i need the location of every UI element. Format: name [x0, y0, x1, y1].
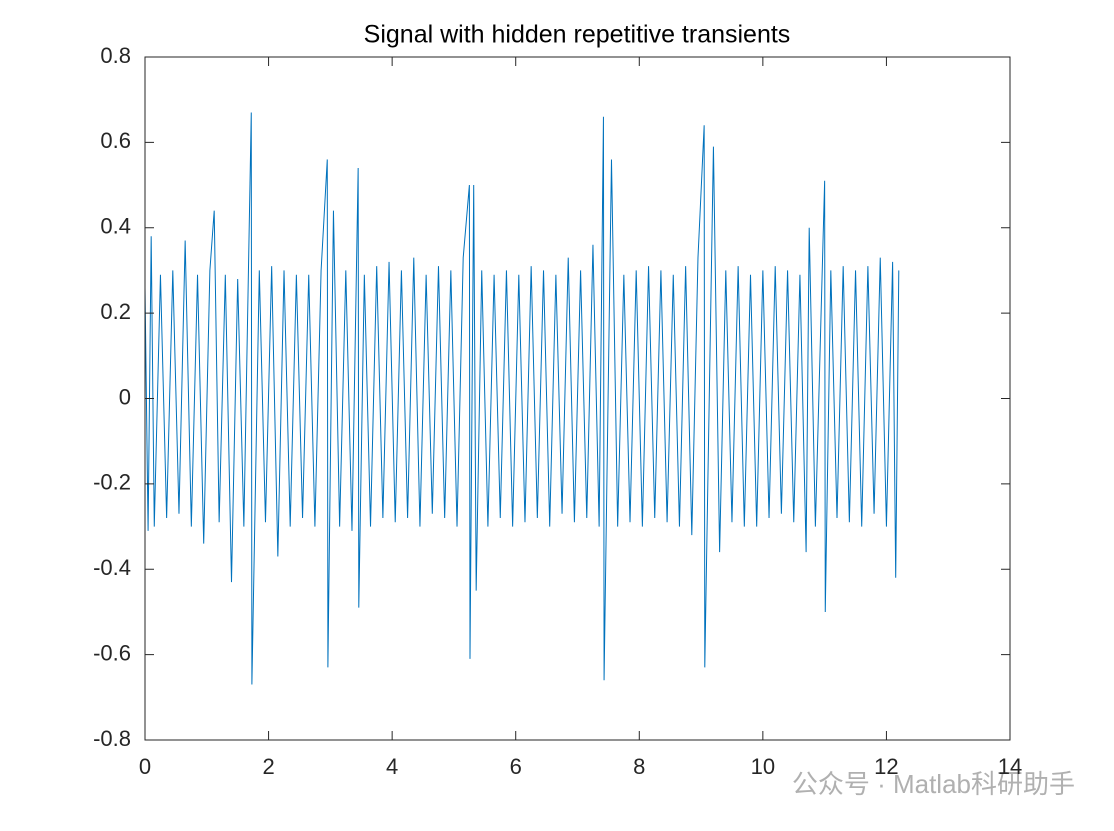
x-tick-label: 12: [874, 754, 898, 779]
y-tick-label: 0.8: [100, 43, 131, 68]
y-tick-label: 0.6: [100, 128, 131, 153]
x-tick-label: 8: [633, 754, 645, 779]
y-tick-label: 0.4: [100, 214, 131, 239]
y-tick-label: 0.2: [100, 299, 131, 324]
y-tick-label: -0.4: [93, 555, 131, 580]
x-tick-label: 2: [262, 754, 274, 779]
x-tick-label: 6: [510, 754, 522, 779]
y-tick-label: -0.6: [93, 640, 131, 665]
y-tick-label: 0: [119, 384, 131, 409]
x-tick-label: 14: [998, 754, 1022, 779]
chart-title: Signal with hidden repetitive transients: [364, 21, 791, 49]
y-tick-label: -0.2: [93, 470, 131, 495]
y-tick-label: -0.8: [93, 726, 131, 751]
x-tick-label: 10: [751, 754, 775, 779]
x-tick-label: 4: [386, 754, 398, 779]
x-tick-label: 0: [139, 754, 151, 779]
watermark: 公众号 · Matlab科研助手: [792, 769, 1075, 799]
signal-line: [144, 112, 900, 685]
